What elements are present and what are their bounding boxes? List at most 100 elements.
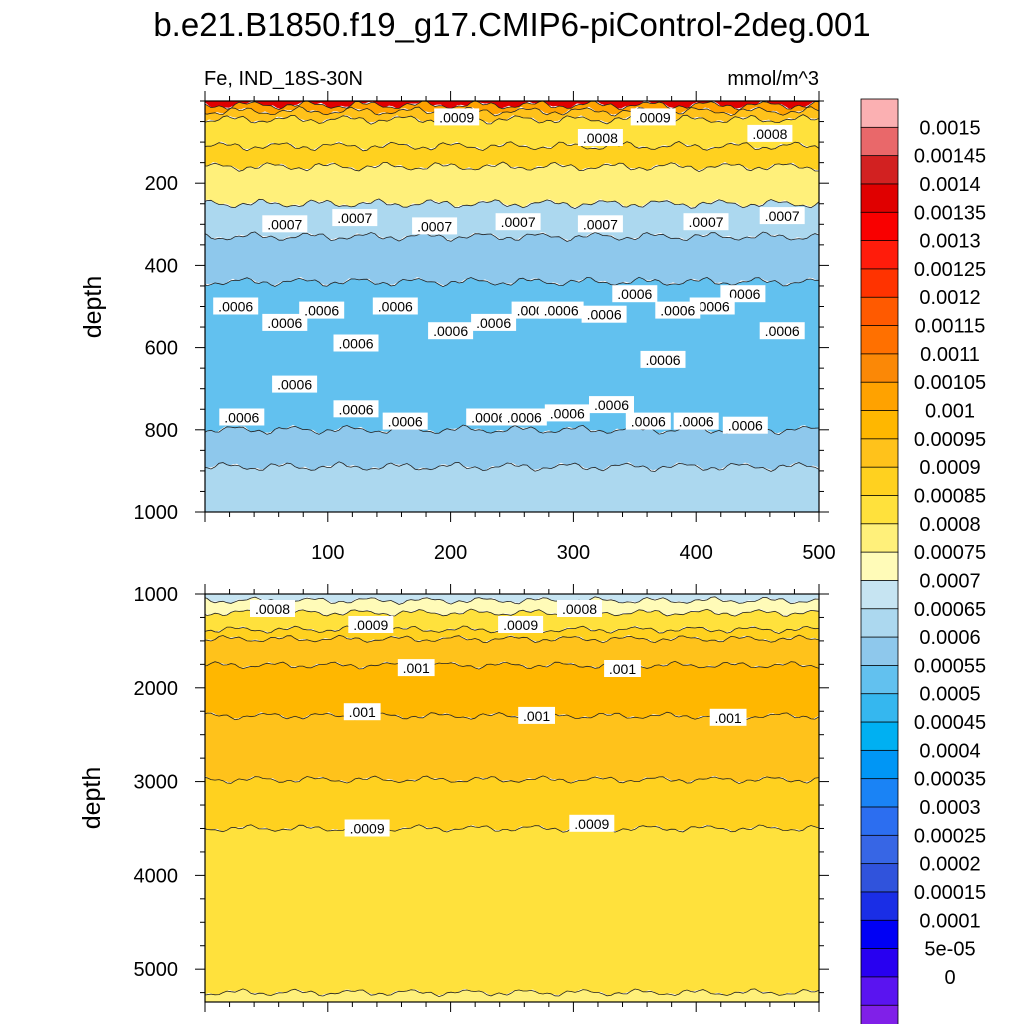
colorbar-label: 0.0013	[919, 231, 980, 253]
contour-label-text: .0007	[501, 214, 536, 230]
contour-line-0-5	[205, 161, 819, 173]
colorbar-label: 0.0006	[919, 627, 980, 649]
contour-label-text: .001	[403, 660, 430, 676]
contour-label: .0006	[544, 404, 590, 422]
contour-label: .001	[397, 659, 435, 677]
contour-label-layer: .0009 .0008 .0009 .0008 .0007 .0007 .0007 .0007…	[213, 108, 805, 837]
band-0-9	[205, 425, 819, 472]
contour-line-1-9	[205, 988, 819, 998]
band-1-0	[205, 594, 819, 605]
contour-label: .0006	[625, 412, 671, 430]
y-tick-label: 2000	[134, 678, 179, 700]
contour-line-0-6	[205, 198, 819, 210]
contour-label-text: .001	[609, 661, 636, 677]
contour-label: .0006	[428, 322, 474, 340]
colorbar-swatch	[860, 749, 899, 780]
colorbar-label: 0.00065	[914, 599, 986, 621]
y-tick-label: 800	[145, 420, 178, 442]
colorbar-label: 0.00145	[914, 146, 986, 168]
contour-label-text: .0009	[636, 109, 671, 125]
colorbar-label: 0.00035	[914, 769, 986, 791]
band-0-5	[205, 162, 819, 209]
contour-label: .0006	[382, 412, 428, 430]
contour-label-text: .0007	[337, 210, 372, 226]
contour-label-text: .0006	[544, 303, 579, 319]
contour-label-text: .0008	[583, 130, 618, 146]
contour-label: .0006	[333, 400, 379, 418]
upper-subtitle-right: mmol/m^3	[727, 68, 819, 90]
plot-frame-1	[204, 593, 820, 1003]
colorbar-swatch	[860, 778, 899, 808]
contour-label: .0008	[747, 124, 793, 142]
contour-label-text: .0006	[695, 299, 730, 315]
colorbar-swatch	[860, 551, 899, 582]
colorbar-swatch	[860, 608, 899, 638]
colorbar-swatch	[860, 98, 899, 129]
contour-label-text: .0006	[550, 405, 585, 421]
contour-label-text: .0006	[378, 299, 413, 315]
colorbar-swatch	[860, 410, 899, 440]
y-tick-label: 1000	[134, 584, 179, 606]
colorbar-label: 0.0012	[919, 287, 980, 309]
contour-line-1-8	[205, 824, 819, 833]
contour-label: .0006	[759, 322, 805, 340]
contour-line-0-7	[205, 231, 819, 242]
contour-label-text: .0006	[587, 307, 622, 323]
colorbar-label: 0.0014	[919, 174, 980, 196]
contour-line-1-1	[205, 596, 819, 605]
band-1-9	[205, 988, 819, 1002]
contour-label: .0006	[722, 416, 768, 434]
colorbar-swatch	[860, 438, 899, 468]
contour-line-1-2	[205, 608, 819, 618]
contour-label-text: .0006	[388, 414, 423, 430]
contour-label: .0007	[412, 217, 458, 235]
contour-label-text: .0006	[645, 352, 680, 368]
contour-line-0-8	[205, 276, 819, 288]
contour-label-text: .0008	[752, 126, 787, 142]
colorbar-label: 0.00075	[914, 542, 986, 564]
contour-line-1-5	[205, 660, 819, 670]
colorbar-label: 0.00105	[914, 372, 986, 394]
y-tick-label: 1000	[134, 502, 179, 524]
y-tick-label: 200	[145, 173, 178, 195]
colorbar-swatch	[860, 126, 899, 157]
colorbar-swatch	[860, 183, 899, 213]
y-tick-label: 4000	[134, 865, 179, 887]
colorbar-swatch	[860, 891, 899, 921]
contour-label-text: .0009	[574, 816, 609, 832]
colorbar-label: 0.0007	[919, 570, 980, 592]
contour-label-text: .0006	[765, 323, 800, 339]
contour-label-text: .0008	[562, 601, 597, 617]
x-tick-label: 400	[680, 542, 713, 564]
upper-panel-contours	[205, 101, 819, 472]
contour-label: .0006	[272, 375, 318, 393]
colorbar-label: 0.00095	[914, 429, 986, 451]
contour-label: .0006	[589, 396, 634, 414]
contour-line-0-3	[205, 114, 819, 125]
contour-label: .0006	[299, 301, 345, 319]
contour-label-text: .0009	[503, 617, 538, 633]
colorbar-swatch	[860, 523, 899, 553]
upper-subtitle-left: Fe, IND_18S-30N	[204, 68, 363, 90]
colorbar: 0.0015 0.00145 0.0014 0.00135 0.0013 0.00125 0…	[860, 98, 986, 1024]
colorbar-swatch	[860, 636, 899, 667]
colorbar-swatch	[860, 466, 899, 497]
colorbar-swatch	[860, 240, 899, 270]
y-tick-label: 3000	[134, 772, 179, 794]
colorbar-label: 0.0004	[919, 740, 980, 762]
contour-label-text: .0006	[338, 401, 373, 417]
contour-label: .0008	[577, 129, 623, 146]
colorbar-swatch	[860, 693, 899, 723]
contour-label: .0007	[577, 215, 623, 233]
contour-label: .0006	[213, 297, 259, 315]
colorbar-label: 0.0008	[919, 514, 980, 536]
colorbar-label: 0.0009	[919, 457, 980, 479]
contour-label-text: .0006	[304, 303, 339, 319]
contour-label-text: .001	[523, 708, 550, 724]
contour-label: .0007	[759, 207, 805, 225]
contour-label: .0009	[630, 108, 676, 126]
colorbar-label: 0.00115	[915, 316, 986, 338]
colorbar-swatch	[860, 296, 899, 327]
contour-label: .0009	[344, 819, 390, 837]
